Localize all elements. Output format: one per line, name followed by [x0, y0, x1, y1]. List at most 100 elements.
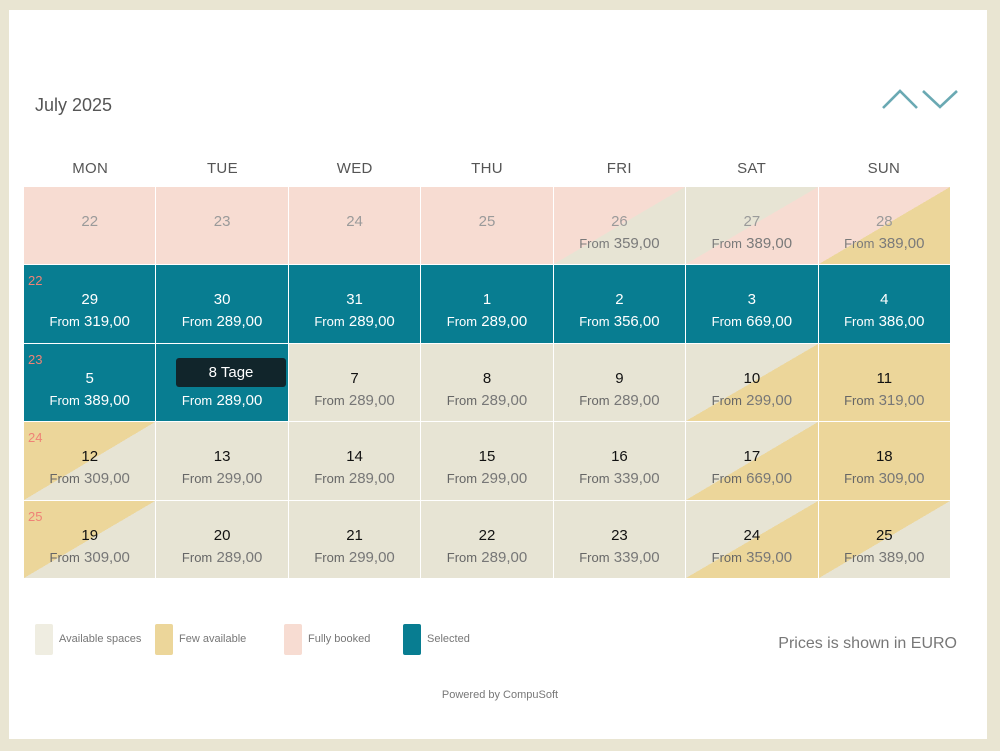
legend-swatch-selected — [403, 624, 421, 655]
day-cell[interactable]: 25 From 389,00 — [818, 500, 950, 578]
day-cell[interactable]: 8 From 289,00 — [421, 343, 553, 422]
day-number: 1 — [482, 291, 492, 309]
day-cell[interactable]: 22 — [24, 187, 156, 265]
price-line: From 289,00 — [289, 313, 420, 330]
day-cell[interactable]: 22 29 From 319,00 — [24, 265, 156, 343]
price-value: 309,00 — [84, 470, 130, 488]
from-label: From — [314, 314, 345, 330]
day-cell[interactable]: 24 — [288, 187, 421, 265]
price-value: 299,00 — [746, 391, 793, 409]
day-number: 21 — [346, 526, 363, 544]
day-number: 4 — [880, 291, 889, 309]
price-value: 356,00 — [613, 313, 660, 331]
price-line: From 299,00 — [156, 470, 287, 487]
price-value: 389,00 — [878, 235, 925, 252]
from-label: From — [446, 549, 478, 565]
day-number: 30 — [213, 291, 231, 309]
month-title: July 2025 — [35, 95, 113, 115]
from-label: From — [579, 236, 610, 251]
day-cell[interactable]: 15 From 299,00 — [421, 422, 553, 500]
from-label: From — [844, 236, 875, 251]
day-cell[interactable]: 25 — [421, 187, 553, 265]
day-cell[interactable]: 20 From 289,00 — [156, 500, 288, 578]
day-number: 28 — [875, 213, 893, 230]
previous-month-button[interactable] — [881, 87, 919, 121]
price-line: From 339,00 — [554, 549, 685, 566]
next-month-button[interactable] — [921, 87, 959, 121]
price-value: 339,00 — [613, 470, 660, 488]
price-line: From 359,00 — [686, 549, 817, 566]
price-line: From 289,00 — [289, 392, 420, 409]
day-number: 31 — [346, 291, 363, 309]
day-number: 9 — [615, 369, 624, 387]
price-value: 669,00 — [746, 313, 793, 331]
from-label: From — [844, 471, 875, 487]
day-cell[interactable]: 14 From 289,00 — [288, 422, 421, 500]
legend-swatch-booked — [284, 624, 302, 655]
day-cell[interactable]: 23 From 339,00 — [553, 500, 686, 578]
day-number: 11 — [876, 369, 893, 387]
day-cell[interactable]: 3 From 669,00 — [686, 265, 818, 343]
day-cell[interactable]: 25 19 From 309,00 — [24, 500, 156, 578]
price-value: 319,00 — [878, 391, 925, 409]
price-value: 309,00 — [878, 470, 925, 488]
from-label: From — [49, 549, 80, 565]
day-cell[interactable]: 17 From 669,00 — [686, 422, 818, 500]
day-cell[interactable]: 26 From 359,00 — [553, 187, 686, 265]
price-value: 319,00 — [84, 313, 130, 331]
powered-by: Powered by CompuSoft — [441, 689, 559, 701]
day-cell[interactable]: 31 From 289,00 — [288, 265, 421, 343]
day-cell[interactable]: 7 From 289,00 — [288, 343, 421, 422]
day-cell[interactable]: 24 From 359,00 — [686, 500, 818, 578]
from-label: From — [446, 471, 478, 487]
day-number: 2 — [615, 291, 624, 309]
weekday-header: MON TUE WED THU FRI SAT SUN — [24, 160, 950, 184]
day-cell[interactable]: 22 From 289,00 — [421, 500, 553, 578]
day-number: 13 — [213, 448, 231, 466]
day-cell[interactable]: 23 — [156, 187, 288, 265]
day-cell[interactable]: 18 From 309,00 — [818, 422, 950, 500]
price-line: From 389,00 — [686, 235, 817, 252]
price-line: From 299,00 — [686, 392, 817, 409]
from-label: From — [181, 549, 213, 565]
price-line: From 299,00 — [289, 549, 420, 566]
legend-label: Few available — [179, 633, 247, 645]
day-cell[interactable]: 4 From 386,00 — [818, 265, 950, 343]
day-cell[interactable]: 1 From 289,00 — [421, 265, 553, 343]
price-line: From 389,00 — [819, 549, 950, 566]
from-label: From — [314, 549, 345, 565]
legend-label: Available spaces — [59, 633, 142, 645]
legend-label: Selected — [427, 633, 470, 645]
price-value: 289,00 — [216, 548, 263, 566]
day-cell[interactable]: 23 5 From 389,00 — [24, 343, 156, 422]
price-value: 386,00 — [878, 313, 925, 331]
week-number: 25 — [28, 508, 43, 524]
day-cell[interactable]: 13 From 299,00 — [156, 422, 288, 500]
price-value: 289,00 — [481, 313, 528, 331]
day-cell[interactable]: 11 From 319,00 — [818, 343, 950, 422]
price-line: From 289,00 — [289, 470, 420, 487]
week-number: 24 — [28, 430, 43, 446]
day-cell[interactable]: 9 From 289,00 — [553, 343, 686, 422]
day-number: 22 — [478, 526, 496, 544]
day-cell[interactable]: 10 From 299,00 — [686, 343, 818, 422]
day-cell[interactable]: 27 From 389,00 — [686, 187, 818, 265]
day-cell[interactable]: 30 From 289,00 — [156, 265, 288, 343]
day-cell[interactable]: 21 From 299,00 — [288, 500, 421, 578]
day-cell[interactable]: 2 From 356,00 — [553, 265, 686, 343]
day-cell[interactable]: 16 From 339,00 — [553, 422, 686, 500]
from-label: From — [181, 314, 213, 330]
day-number: 24 — [346, 213, 363, 230]
from-label: From — [711, 549, 742, 565]
price-line: From 289,00 — [156, 392, 287, 409]
day-cell[interactable]: 28 From 389,00 — [818, 187, 950, 265]
day-number: 3 — [747, 291, 757, 309]
day-number: 12 — [81, 448, 99, 466]
price-value: 359,00 — [746, 548, 793, 566]
from-label: From — [49, 471, 80, 487]
from-label: From — [711, 236, 742, 251]
from-label: From — [579, 314, 610, 330]
day-cell[interactable]: 24 12 From 309,00 — [24, 422, 156, 500]
price-line: From 356,00 — [554, 313, 685, 330]
from-label: From — [181, 392, 213, 408]
